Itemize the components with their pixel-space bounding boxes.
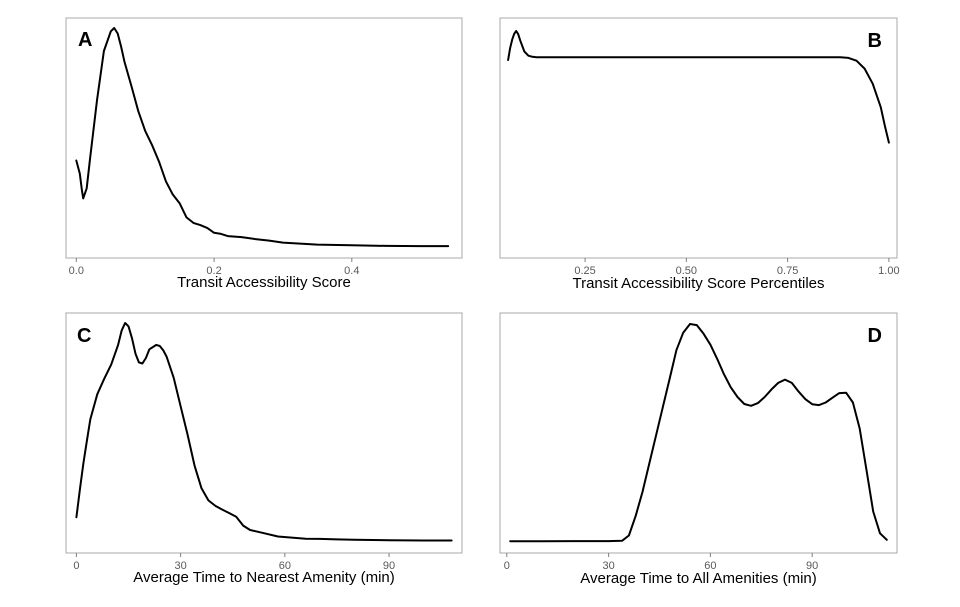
panel-a-xtick-label: 0.4 (344, 265, 359, 277)
panel-d: 0 30 60 90 D Average Time to All Amenities (m… (499, 312, 898, 587)
panel-d-xtick-label: 0 (504, 560, 510, 572)
panel-d-x-axis-label: Average Time to All Amenities (min) (580, 570, 816, 587)
panel-c: 0 30 60 90 C Average Time to Nearest Amenity … (65, 312, 463, 586)
panel-c-x-axis-label: Average Time to Nearest Amenity (min) (133, 569, 395, 586)
panel-d-xtick-label: 90 (806, 560, 818, 572)
panel-c-xtick-label: 30 (175, 560, 187, 572)
panel-a-xtick-label: 0.0 (69, 265, 84, 277)
panel-d-letter: D (868, 325, 882, 347)
panel-a-letter: A (78, 29, 92, 51)
panel-a-frame (65, 17, 463, 259)
panel-a: 0.0 0.2 0.4 A Transit Accessibility Score (65, 17, 463, 291)
panel-b-letter: B (868, 30, 882, 52)
panel-c-letter: C (77, 325, 91, 347)
panel-c-xtick-label: 90 (383, 560, 395, 572)
panel-b-xtick-label: 0.25 (574, 265, 595, 277)
panel-b-frame (499, 17, 898, 259)
panel-c-density-line (75, 322, 453, 542)
panel-b-xtick-label: 0.75 (777, 265, 798, 277)
panel-b-xtick-label: 1.00 (878, 265, 899, 277)
panel-b-xtick-label: 0.50 (676, 265, 697, 277)
panel-a-x-axis-label: Transit Accessibility Score (177, 274, 351, 291)
panel-c-xtick-label: 60 (279, 560, 291, 572)
panel-a-density-line (75, 27, 450, 248)
panel-c-xtick-label: 0 (73, 560, 79, 572)
panel-b-x-axis-label: Transit Accessibility Score Percentiles (572, 275, 824, 292)
panel-b-density-line (507, 30, 890, 144)
panel-b: 0.25 0.50 0.75 1.00 B Transit Accessibility S… (499, 17, 900, 292)
panel-d-xtick-label: 60 (704, 560, 716, 572)
panel-a-xtick-label: 0.2 (206, 265, 221, 277)
panel-d-xtick-label: 30 (602, 560, 614, 572)
panel-d-frame (499, 312, 898, 554)
panel-d-density-line (509, 323, 888, 543)
panel-c-frame (65, 312, 463, 554)
